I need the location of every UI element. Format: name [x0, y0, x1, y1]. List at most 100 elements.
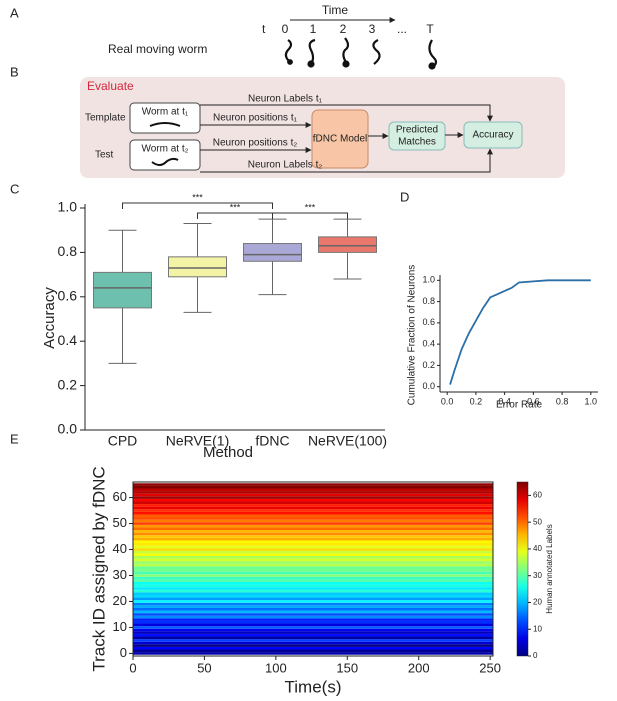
heatmap-row: [133, 493, 493, 497]
heatmap-row: [133, 589, 493, 593]
labels-t2: Neuron Labels t₂: [248, 160, 323, 171]
heatmap-row: [133, 556, 493, 559]
heatmap-row: [133, 620, 493, 624]
worm-t2: Worm at t₂: [141, 144, 188, 155]
panel-label: E: [10, 431, 19, 446]
plot-frame: [132, 481, 494, 657]
colorbar-tick-label: 50: [533, 517, 542, 526]
heatmap-row: [133, 613, 493, 616]
frame-label: 3: [369, 22, 376, 36]
colorbar: [516, 481, 529, 657]
panel-label: A: [10, 5, 19, 20]
box: [318, 236, 377, 253]
heatmap-row: [133, 553, 493, 557]
heatmap-row: [133, 628, 493, 632]
significance-label: ***: [305, 202, 316, 212]
panel-label: B: [10, 64, 19, 79]
y-tick-label: 20: [113, 593, 127, 608]
y-tick-label: 30: [113, 567, 127, 582]
heatmap-row: [133, 584, 493, 588]
y-tick-label: 0.4: [58, 332, 78, 348]
x-tick-label: NeRVE(1): [166, 433, 230, 449]
significance-label: ***: [230, 202, 241, 212]
predicted-box: [388, 121, 446, 151]
colorbar-tick-label: 60: [533, 490, 542, 499]
y-tick-label: 0.2: [422, 360, 435, 370]
y-tick-label: 40: [113, 541, 127, 556]
heatmap-row: [133, 618, 493, 621]
worm-box: [129, 139, 201, 171]
test-label: Test: [95, 150, 114, 161]
predicted-label: Predicted: [396, 125, 438, 136]
worm-box: [129, 102, 201, 134]
box: [168, 256, 227, 278]
heatmap-row: [133, 561, 493, 564]
heatmap-row: [133, 649, 493, 653]
heatmap-row: [133, 517, 493, 520]
accuracy-box: [463, 121, 523, 149]
heatmap-row: [133, 610, 493, 614]
positions-t2: Neuron positions t₂: [213, 138, 298, 149]
box: [93, 271, 152, 309]
x-tick-label: 0.8: [556, 396, 569, 406]
heatmap-row: [133, 600, 493, 603]
heatmap-row: [133, 615, 493, 619]
heatmap-row: [133, 633, 493, 637]
heatmap-row: [133, 636, 493, 640]
y-axis-label: Track ID assigned by fDNC: [89, 466, 108, 671]
significance-bracket: [122, 202, 273, 209]
row-label: Real moving worm: [108, 42, 207, 56]
x-tick-label: 200: [408, 660, 430, 675]
heatmap-row: [133, 563, 493, 567]
heatmap-row: [133, 506, 493, 510]
heatmap-row: [133, 592, 493, 595]
heatmap-row: [133, 514, 493, 518]
heatmap-row: [133, 524, 493, 528]
positions-t1: Neuron positions t₁: [213, 113, 298, 124]
x-axis-label: Time(s): [285, 677, 342, 696]
worm-icon: [151, 157, 179, 166]
colorbar-tick-label: 10: [533, 624, 542, 633]
x-tick-label: 0.6: [527, 396, 540, 406]
heatmap-row: [133, 652, 493, 655]
heatmap-row: [133, 537, 493, 541]
predicted-label: Matches: [398, 137, 436, 148]
frame-label: 0: [282, 22, 289, 36]
heatmap-row: [133, 488, 493, 492]
heatmap-row: [133, 639, 493, 642]
heatmap-row: [133, 545, 493, 549]
y-tick-label: 1.0: [422, 275, 435, 285]
heatmap-row: [133, 597, 493, 601]
worm-icon: [149, 122, 181, 127]
heatmap-row: [133, 644, 493, 647]
x-tick-label: 0: [129, 660, 136, 675]
heatmap-row: [133, 535, 493, 538]
heatmap-row: [133, 509, 493, 512]
heatmap-row: [133, 594, 493, 598]
heatmap-row: [133, 548, 493, 551]
worm-t1: Worm at t₁: [142, 107, 189, 118]
y-tick-label: 1.0: [58, 199, 78, 215]
y-tick-label: 50: [113, 515, 127, 530]
x-tick-label: 100: [265, 660, 287, 675]
heatmap-row: [133, 519, 493, 523]
x-tick-label: 0.2: [470, 396, 483, 406]
x-axis-label: Method: [203, 444, 253, 461]
significance-bracket: [272, 212, 348, 219]
heatmap-row: [133, 626, 493, 629]
y-tick-label: 10: [113, 619, 127, 634]
heatmap-row: [133, 522, 493, 525]
x-tick-label: 150: [336, 660, 358, 675]
heatmap-row: [133, 527, 493, 531]
worms: [284, 37, 438, 70]
x-axis-label: Error Rate: [496, 400, 543, 411]
heatmap-row: [133, 587, 493, 590]
x-tick-label: 50: [197, 660, 211, 675]
y-axis-label: Accuracy: [41, 287, 58, 349]
frame-label: ...: [397, 22, 407, 36]
heatmap-row: [133, 543, 493, 546]
colorbar-label: Human annotated Labels: [545, 524, 554, 613]
x-tick-label: 0.4: [498, 396, 511, 406]
heatmap-row: [133, 540, 493, 544]
